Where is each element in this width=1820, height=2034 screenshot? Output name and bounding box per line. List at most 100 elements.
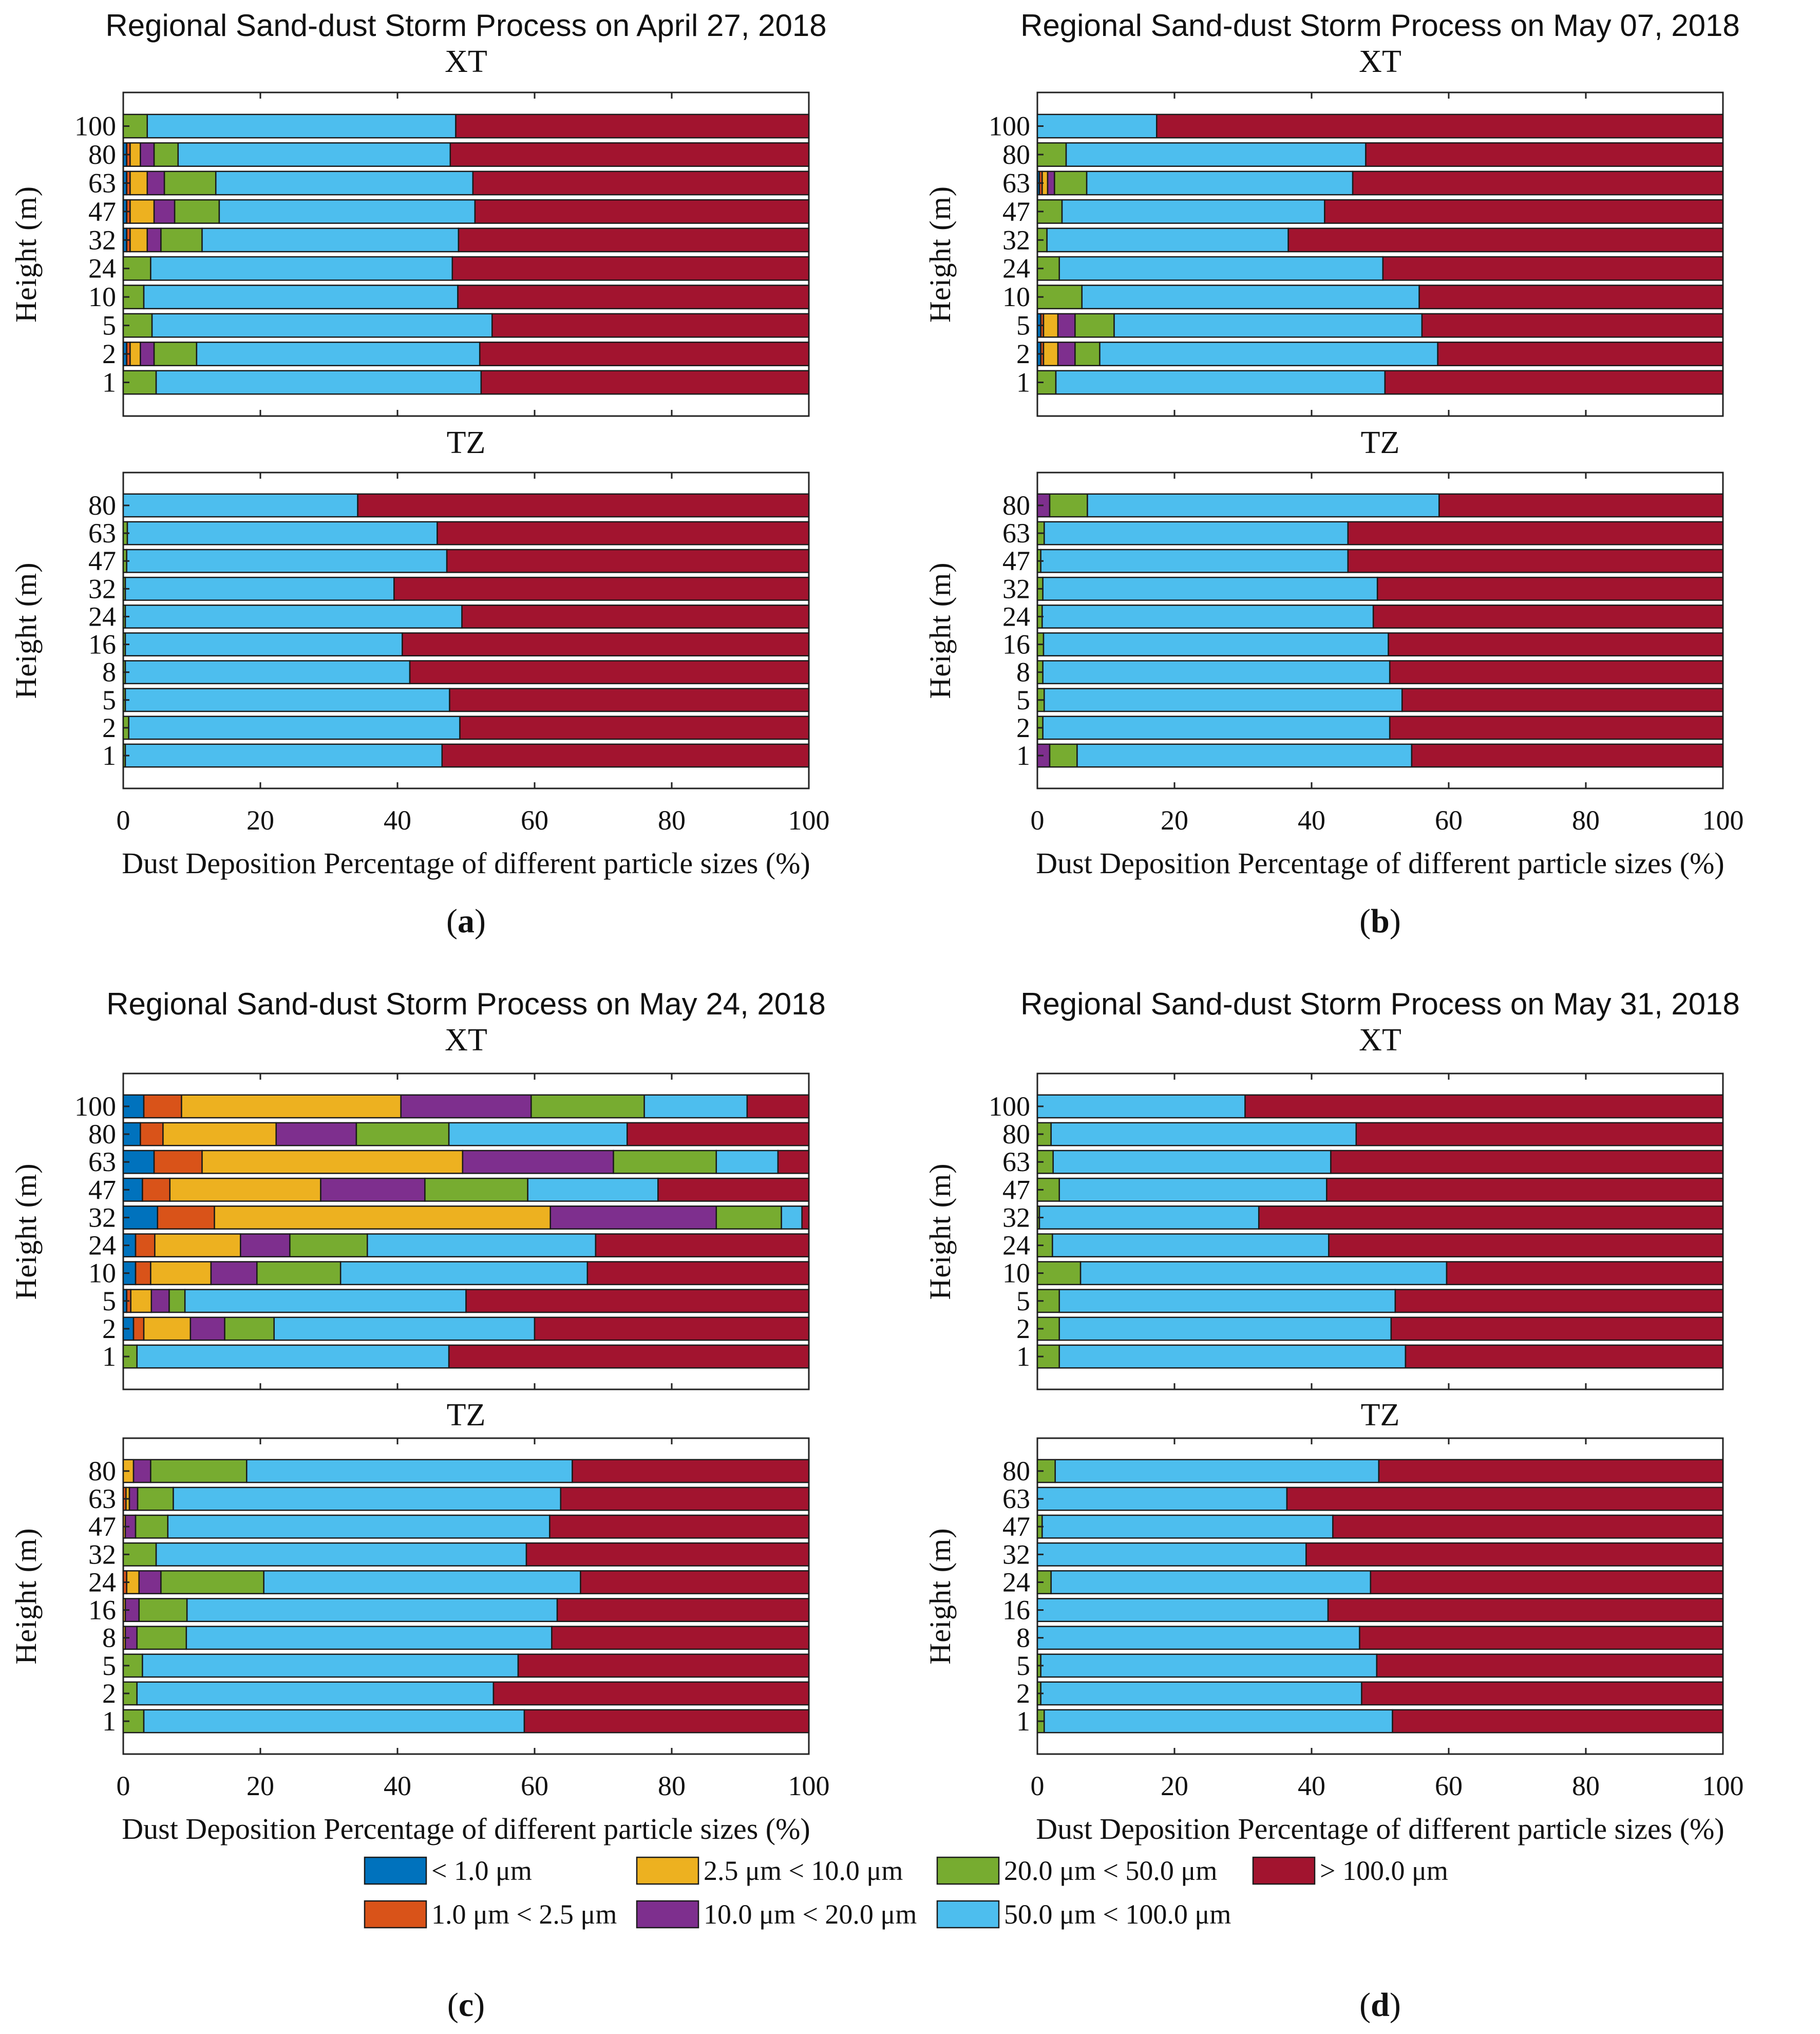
bar-segment <box>1042 660 1391 685</box>
bar-segment <box>1347 549 1724 573</box>
bar-segment <box>1376 1653 1724 1678</box>
bar-segment <box>289 1233 368 1257</box>
y-tick-label: 24 <box>88 1230 116 1261</box>
bar-segment <box>153 1150 203 1174</box>
y-tick-label: 47 <box>88 545 116 576</box>
bar-segment <box>1050 1570 1372 1594</box>
y-tick-label: 63 <box>1002 518 1030 549</box>
y-tick-label: 5 <box>102 310 116 341</box>
bar-segment <box>459 715 810 740</box>
panel-label: (c) <box>447 1986 485 2024</box>
bar-segment <box>1330 1150 1724 1174</box>
bar-segment <box>1418 285 1724 310</box>
y-tick-label: 5 <box>1016 1650 1030 1681</box>
bar-segment <box>715 1206 782 1230</box>
y-axis-label: Height (m) <box>9 186 43 323</box>
subplot-title-xt: XT <box>1359 44 1401 79</box>
bar-segment <box>1049 493 1088 518</box>
x-tick-label: 60 <box>521 1771 548 1801</box>
y-tick-label: 5 <box>102 685 116 715</box>
bar-segment <box>1446 1261 1724 1286</box>
bar-segment <box>1036 285 1083 310</box>
bar-segment <box>1365 142 1724 167</box>
bar-segment <box>136 1626 187 1650</box>
bar-segment <box>150 1289 170 1313</box>
y-tick-label: 47 <box>88 1174 116 1205</box>
bar-segment <box>1036 1094 1246 1119</box>
bar-segment <box>1394 1289 1724 1313</box>
bar-segment <box>643 1094 748 1119</box>
plot-frame <box>1036 91 1724 417</box>
bar-segment <box>560 1486 810 1511</box>
bar-segment <box>1079 1261 1448 1286</box>
bar-segment <box>1042 576 1378 601</box>
x-tick-label: 20 <box>247 1771 274 1801</box>
y-tick-label: 47 <box>88 196 116 227</box>
bar-segment <box>1376 576 1724 601</box>
x-tick-label: 60 <box>1435 1771 1463 1801</box>
bar-segment <box>1287 228 1724 253</box>
bar-segment <box>1058 1316 1392 1341</box>
bar-segment <box>124 632 403 656</box>
bar-segment <box>135 1233 156 1257</box>
bar-segment <box>1438 493 1724 518</box>
x-tick-label: 0 <box>117 805 130 836</box>
y-tick-label: 8 <box>102 1623 116 1653</box>
bar-segment <box>1099 342 1438 367</box>
bar-segment <box>556 1598 810 1622</box>
bar-segment <box>458 228 810 253</box>
y-tick-label: 80 <box>88 1119 116 1150</box>
bar-segment <box>1036 1261 1082 1286</box>
bar-segment <box>1074 313 1115 338</box>
legend-swatch <box>936 1856 1000 1885</box>
bar-segment <box>1038 1206 1260 1230</box>
bar-segment <box>715 1150 779 1174</box>
bar-segment <box>1347 521 1724 545</box>
bar-segment <box>1036 1598 1329 1622</box>
bar-segment <box>448 1122 628 1146</box>
subplot-title-xt: XT <box>445 1023 487 1058</box>
bar-segment <box>124 743 443 768</box>
y-tick-label: 1 <box>102 1706 116 1737</box>
y-axis-label: Height (m) <box>923 1528 957 1664</box>
y-tick-label: 32 <box>88 573 116 604</box>
bar-segment <box>465 1289 810 1313</box>
x-tick-label: 0 <box>1031 805 1045 836</box>
bar-segment <box>1421 313 1724 338</box>
x-tick-label: 40 <box>1298 805 1325 836</box>
legend-item: 1.0 μm < 2.5 μm <box>364 1899 617 1930</box>
x-tick-label: 20 <box>1161 1771 1188 1801</box>
bar-segment <box>150 1261 212 1286</box>
bar-segment <box>184 1289 467 1313</box>
bar-segment <box>1057 342 1076 367</box>
bar-segment <box>136 1344 450 1369</box>
bar-segment <box>474 199 810 224</box>
y-tick-label: 24 <box>88 1567 116 1597</box>
bar-segment <box>1411 743 1724 768</box>
bar-segment <box>1058 1177 1328 1202</box>
bar-segment <box>132 1459 151 1483</box>
y-tick-label: 80 <box>1002 1456 1030 1486</box>
bar-segment <box>150 256 453 281</box>
bar-segment <box>153 199 176 224</box>
bar-segment <box>781 1206 803 1230</box>
bar-segment <box>256 1261 342 1286</box>
x-tick-label: 60 <box>1435 805 1463 836</box>
bar-segment <box>1054 1459 1380 1483</box>
bar-segment <box>446 549 810 573</box>
y-tick-label: 32 <box>1002 224 1030 255</box>
bar-segment <box>339 1261 589 1286</box>
x-tick-label: 40 <box>384 1771 411 1801</box>
subplot-title-tz: TZ <box>447 1398 486 1433</box>
y-tick-label: 10 <box>1002 1258 1030 1289</box>
x-tick-label: 80 <box>1572 805 1600 836</box>
y-tick-label: 5 <box>102 1650 116 1681</box>
bar-segment <box>657 1177 810 1202</box>
legend-label: < 1.0 μm <box>431 1855 532 1886</box>
bar-segment <box>367 1233 597 1257</box>
x-axis-label: Dust Deposition Percentage of different … <box>1036 1812 1724 1845</box>
y-tick-label: 63 <box>1002 167 1030 198</box>
bar-segment <box>1328 1233 1724 1257</box>
bar-segment <box>1332 1514 1724 1539</box>
